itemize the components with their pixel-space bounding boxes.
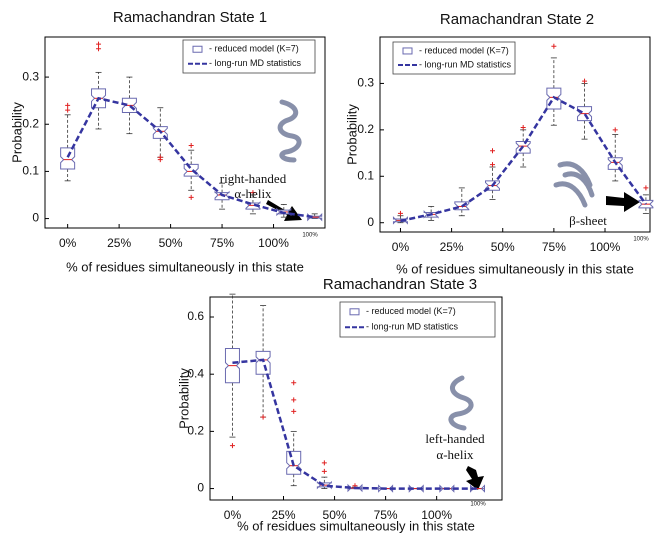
outlier <box>490 148 495 154</box>
annotation: 100% <box>633 237 649 243</box>
y-tick-label: 0.2 <box>357 122 374 136</box>
annotation: left-handed <box>425 431 485 446</box>
outlier <box>65 102 71 108</box>
md-line <box>66 96 315 219</box>
x-axis-label: % of residues simultaneously in this sta… <box>237 518 475 533</box>
x-tick-label: 75% <box>542 240 566 254</box>
plot-frame <box>44 36 326 229</box>
x-tick-label: 50% <box>323 508 347 522</box>
outlier <box>65 107 71 113</box>
plot-frame <box>379 36 651 233</box>
x-tick-label: 0% <box>392 240 410 254</box>
x-axis-label: % of residues simultaneously in this sta… <box>66 259 304 274</box>
y-axis-label: Probability <box>344 104 359 165</box>
x-tick-label: 100% <box>421 508 452 522</box>
x-axis-label: % of residues simultaneously in this sta… <box>396 261 634 276</box>
y-axis-label: Probability <box>176 368 191 429</box>
y-tick-label: 0.2 <box>187 424 204 438</box>
x-tick-label: 25% <box>107 236 131 250</box>
x-tick-label: 0% <box>224 508 242 522</box>
right-helix <box>277 99 302 163</box>
outlier <box>291 397 297 403</box>
outlier <box>229 443 235 449</box>
outlier <box>188 142 194 148</box>
annotation: α-helix <box>436 447 474 462</box>
beta-sheet <box>553 161 595 208</box>
outlier <box>260 414 266 420</box>
arrow <box>466 466 484 490</box>
x-tick-label: 25% <box>271 508 295 522</box>
outlier <box>188 194 194 200</box>
outlier <box>490 162 495 168</box>
md-line <box>232 358 478 490</box>
outlier <box>291 380 297 386</box>
outlier <box>551 43 557 49</box>
outlier <box>397 210 403 216</box>
outlier <box>321 468 327 474</box>
box <box>60 147 76 170</box>
x-tick-label: 0% <box>59 236 77 250</box>
outlier <box>582 78 588 84</box>
md-line <box>400 95 647 223</box>
legend-label: - reduced model (K=7) <box>366 306 456 316</box>
arrow <box>606 192 640 212</box>
outlier <box>612 127 618 133</box>
y-axis-label: Probability <box>9 102 24 163</box>
outlier <box>520 125 526 131</box>
legend-label: - long-run MD statistics <box>419 59 512 69</box>
legend-label: - long-run MD statistics <box>366 322 459 332</box>
outlier <box>643 185 649 191</box>
x-tick-label: 50% <box>491 240 515 254</box>
chart-title: Ramachandran State 1 <box>113 9 267 26</box>
annotation: β-sheet <box>569 213 607 228</box>
plot-frame <box>209 296 503 501</box>
x-tick-label: 50% <box>159 236 183 250</box>
legend-label: - long-run MD statistics <box>209 58 302 68</box>
outlier <box>157 154 163 160</box>
x-tick-label: 25% <box>440 240 464 254</box>
chart-title: Ramachandran State 3 <box>323 276 477 293</box>
box <box>255 350 271 375</box>
outlier <box>321 460 327 466</box>
y-tick-label: 0 <box>32 211 39 225</box>
legend-label: - reduced model (K=7) <box>419 45 509 55</box>
x-tick-label: 100% <box>258 236 289 250</box>
outlier <box>96 46 102 52</box>
annotation: right-handed <box>220 171 287 186</box>
annotation: α-helix <box>234 186 272 201</box>
x-tick-label: 75% <box>210 236 234 250</box>
outlier <box>250 190 256 196</box>
outlier <box>291 408 297 414</box>
y-tick-label: 0.1 <box>22 164 39 178</box>
y-tick-label: 0.3 <box>357 76 374 90</box>
chart-title: Ramachandran State 2 <box>440 11 594 28</box>
annotation: 100% <box>302 233 318 239</box>
legend-swatch <box>349 308 360 316</box>
annotation: 100% <box>470 502 486 508</box>
y-tick-label: 0.6 <box>187 309 204 323</box>
y-tick-label: 0.1 <box>357 168 374 182</box>
legend-swatch <box>192 45 203 53</box>
left-helix <box>448 375 474 431</box>
legend-swatch <box>402 47 413 55</box>
y-tick-label: 0 <box>367 215 374 229</box>
y-tick-label: 0.3 <box>22 69 39 83</box>
y-tick-label: 0.2 <box>22 116 39 130</box>
y-tick-label: 0.4 <box>187 366 204 380</box>
x-tick-label: 75% <box>374 508 398 522</box>
y-tick-label: 0 <box>197 481 204 495</box>
legend-box <box>339 301 496 338</box>
legend-box <box>392 41 516 75</box>
outlier <box>96 41 102 47</box>
legend-box <box>182 39 316 74</box>
legend-label: - reduced model (K=7) <box>209 44 299 54</box>
helix-icon <box>277 99 595 431</box>
x-tick-label: 100% <box>590 240 621 254</box>
